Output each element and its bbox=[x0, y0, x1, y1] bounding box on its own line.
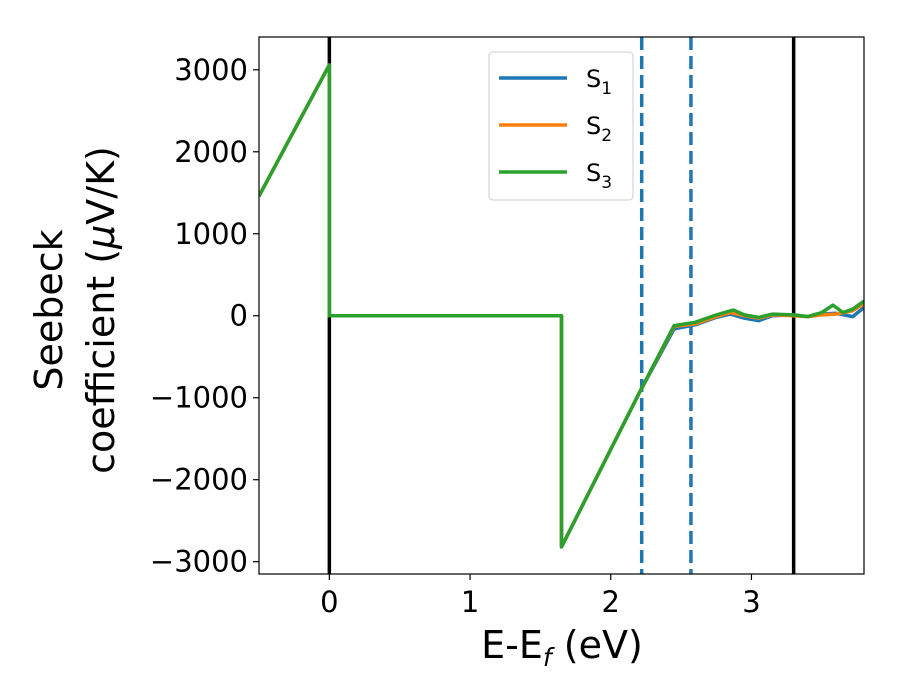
x-tick-label: 0 bbox=[320, 585, 338, 619]
y-axis-label-line2: coefficient (μV/K) bbox=[79, 146, 123, 474]
legend: S1 S2 S3 bbox=[488, 51, 634, 201]
x-axis-ticks: 0 1 2 3 bbox=[320, 574, 761, 619]
y-tick-label: −2000 bbox=[150, 463, 248, 497]
legend-label-s2: S2 bbox=[586, 112, 612, 146]
y-axis-label: Seebeck coefficient (μV/K) bbox=[27, 146, 123, 474]
x-tick-label: 2 bbox=[602, 585, 620, 619]
x-tick-label: 1 bbox=[461, 585, 479, 619]
legend-label-s3: S3 bbox=[586, 159, 612, 193]
y-tick-label: 1000 bbox=[174, 217, 248, 251]
y-tick-label: 3000 bbox=[174, 53, 248, 87]
y-tick-label: −3000 bbox=[150, 545, 248, 579]
x-tick-label: 3 bbox=[742, 585, 760, 619]
series-line-s3 bbox=[259, 63, 864, 549]
data-series bbox=[259, 63, 864, 549]
y-tick-label: 0 bbox=[230, 299, 248, 333]
y-tick-label: −1000 bbox=[150, 381, 248, 415]
axes-frame bbox=[258, 36, 865, 575]
y-tick-label: 2000 bbox=[174, 135, 248, 169]
y-axis-label-line1: Seebeck bbox=[27, 229, 71, 390]
y-axis-ticks: 3000 2000 1000 0 −1000 −2000 −3000 bbox=[150, 53, 259, 579]
legend-label-s1: S1 bbox=[586, 65, 612, 99]
x-axis-label: E-Ef (eV) bbox=[481, 623, 643, 672]
